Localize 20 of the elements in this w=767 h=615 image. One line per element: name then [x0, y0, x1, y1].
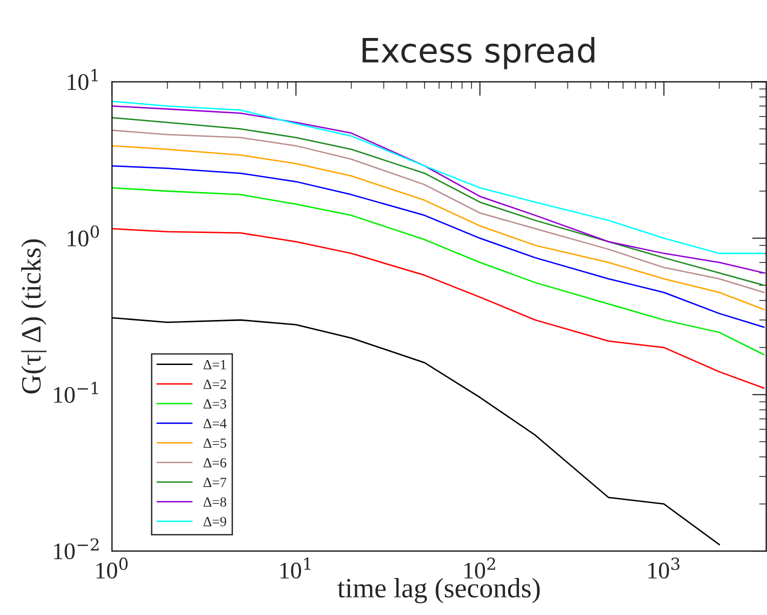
x-axis-title: time lag (seconds): [338, 578, 540, 604]
y-axis-title: G(τ| Δ) (ticks): [21, 239, 46, 394]
x-tick-label: 10$^{2}$: [464, 558, 496, 579]
x-tick-label: 10$^{1}$: [280, 558, 310, 579]
legend-label: Δ=8: [204, 497, 226, 507]
y-tick-label: 10$^{−2}$: [54, 538, 99, 560]
legend-label: Δ=3: [204, 399, 226, 409]
y-tick-label: 10$^{0}$: [68, 225, 99, 246]
x-tick-label: 10$^{3}$: [648, 558, 680, 579]
y-tick-label: 10$^{−1}$: [54, 382, 98, 403]
legend-label: Δ=5: [204, 438, 226, 448]
legend-label: Δ=4: [204, 418, 227, 428]
chart-title: Excess spread: [362, 37, 594, 70]
legend-label: Δ=6: [204, 458, 226, 468]
legend-label: Δ=2: [204, 380, 226, 389]
y-tick-label: 10$^{1}$: [68, 68, 98, 90]
x-tick-label: 10$^{0}$: [96, 558, 128, 579]
legend-label: Δ=9: [204, 517, 226, 526]
legend-label: Δ=1: [204, 360, 226, 370]
legend-label: Δ=7: [204, 478, 226, 487]
